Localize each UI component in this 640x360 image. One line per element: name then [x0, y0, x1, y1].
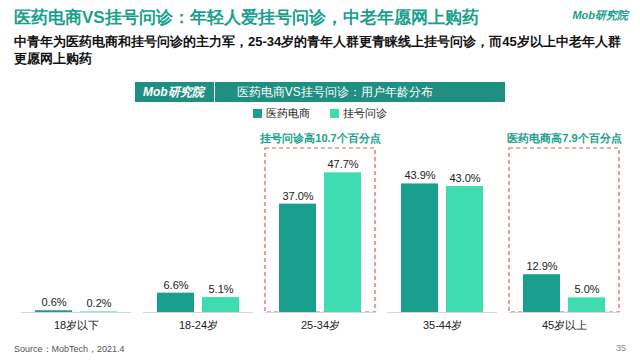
svg-text:5.1%: 5.1%: [208, 283, 233, 295]
html-text:Mob研究院: Mob研究院: [572, 9, 628, 21]
svg-text:0.2%: 0.2%: [86, 297, 111, 309]
svg-text:35-44岁: 35-44岁: [423, 319, 462, 331]
svg-text:5.0%: 5.0%: [574, 283, 599, 295]
svg-text:挂号问诊高10.7个百分点: 挂号问诊高10.7个百分点: [259, 132, 380, 145]
html-text:35: 35: [616, 343, 626, 353]
svg-text:0.6%: 0.6%: [41, 296, 66, 308]
svg-text:25-34岁: 25-34岁: [301, 319, 340, 331]
html-text:Mob研究院: Mob研究院: [143, 85, 204, 99]
svg-text:45岁以上: 45岁以上: [542, 319, 587, 331]
svg-text:12.9%: 12.9%: [526, 260, 557, 272]
svg-text:43.0%: 43.0%: [449, 172, 480, 184]
svg-text:43.9%: 43.9%: [404, 169, 435, 181]
svg-text:18-24岁: 18-24岁: [179, 319, 218, 331]
svg-text:18岁以下: 18岁以下: [54, 319, 99, 331]
html-text:医药电商VS挂号问诊：年轻人爱挂号问诊，中老年愿网上购药: 医药电商VS挂号问诊：年轻人爱挂号问诊，中老年愿网上购药: [14, 8, 479, 27]
html-text:医药电商: 医药电商: [266, 107, 310, 119]
html-text:Source：MobTech，2021.4: Source：MobTech，2021.4: [14, 344, 125, 354]
svg-text:47.7%: 47.7%: [327, 158, 358, 170]
svg-text:37.0%: 37.0%: [282, 190, 313, 202]
html-text:中青年为医药电商和挂号问诊的主力军，25-34岁的青年人群更: 中青年为医药电商和挂号问诊的主力军，25-34岁的青年人群更青睐线上挂号问诊，而…: [14, 34, 621, 66]
html-text:挂号问诊: 挂号问诊: [343, 107, 387, 119]
svg-text:6.6%: 6.6%: [163, 279, 188, 291]
svg-text:医药电商高7.9个百分点: 医药电商高7.9个百分点: [507, 132, 621, 145]
html-text:医药电商VS挂号问诊：用户年龄分布: 医药电商VS挂号问诊：用户年龄分布: [236, 85, 433, 99]
